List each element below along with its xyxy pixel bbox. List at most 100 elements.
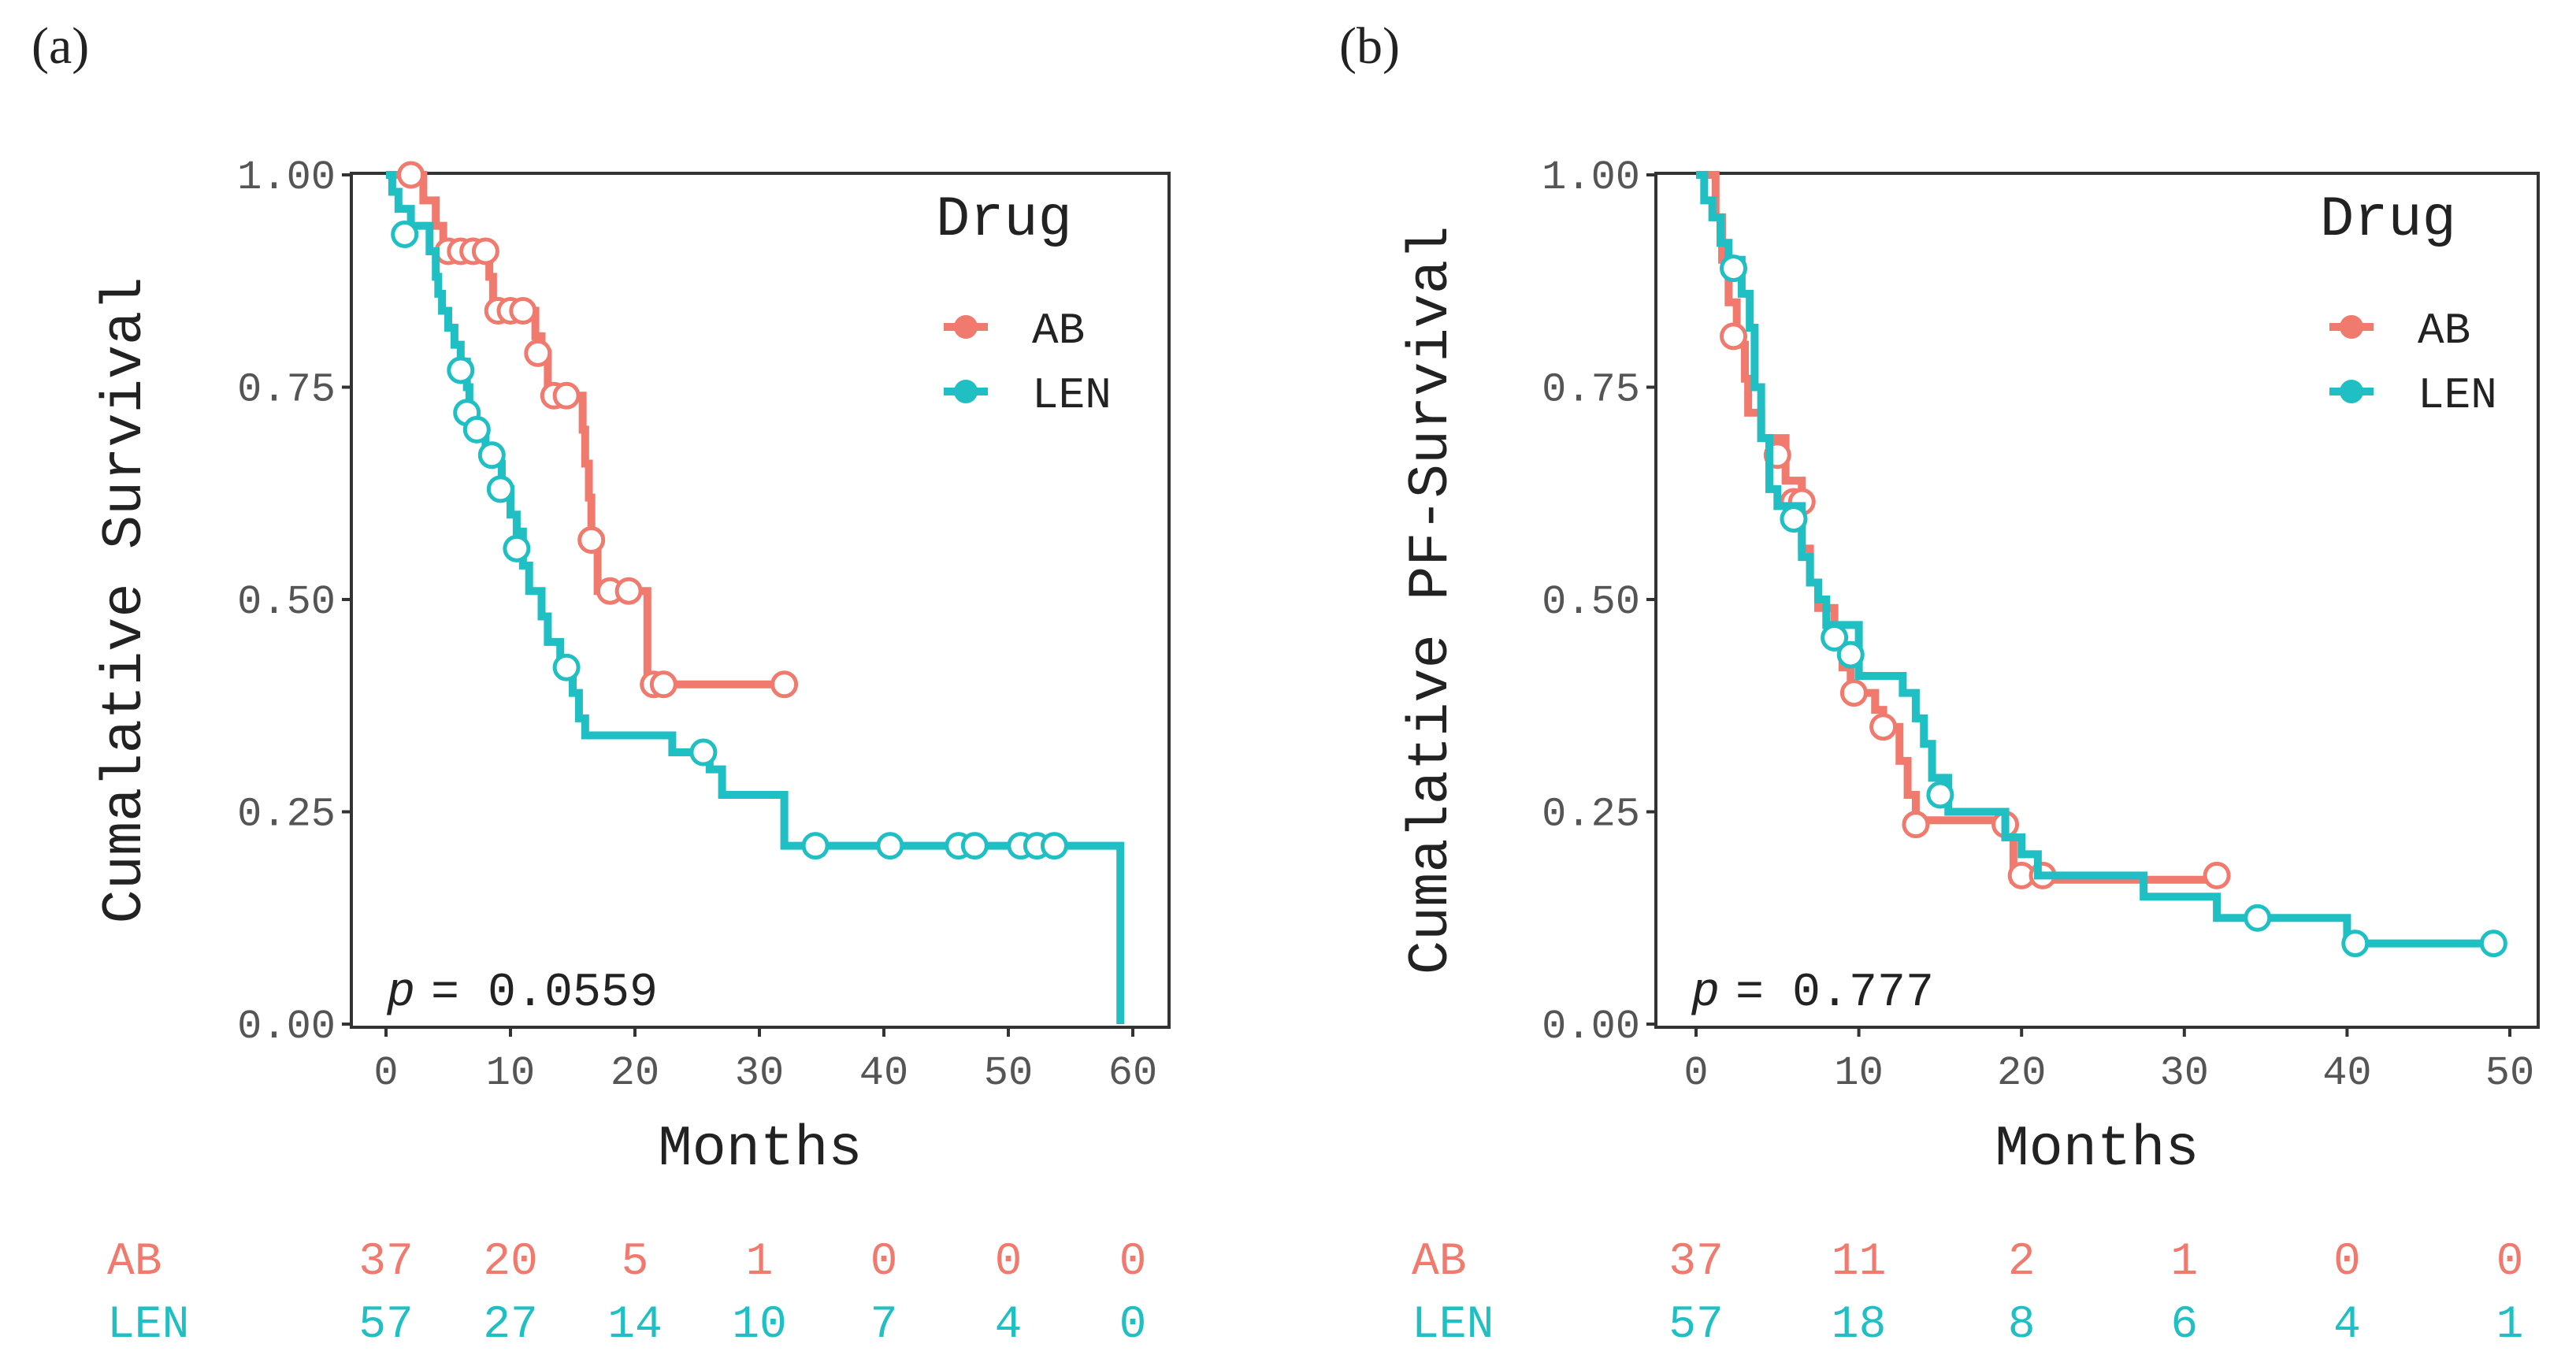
x-tick-label: 50 bbox=[984, 1050, 1033, 1097]
risk-table-count: 20 bbox=[483, 1237, 538, 1288]
censor-mark-ab bbox=[649, 670, 677, 699]
risk-table-row-label: AB bbox=[1412, 1237, 1467, 1288]
censor-mark-ab bbox=[509, 296, 537, 325]
risk-table-count: 2 bbox=[2008, 1237, 2036, 1288]
censor-mark-len bbox=[960, 832, 989, 860]
y-tick-label: 1.00 bbox=[1542, 154, 1640, 201]
risk-table-count: 4 bbox=[995, 1300, 1023, 1351]
risk-table-count: 27 bbox=[483, 1300, 538, 1351]
y-tick-label: 1.00 bbox=[237, 154, 336, 201]
panel-label: (b) bbox=[1339, 17, 1400, 75]
risk-table-count: 5 bbox=[622, 1237, 649, 1288]
censor-mark-ab bbox=[471, 237, 499, 265]
risk-table-count: 37 bbox=[358, 1237, 414, 1288]
risk-table-count: 0 bbox=[995, 1237, 1023, 1288]
x-tick-label: 30 bbox=[2160, 1050, 2209, 1097]
risk-table-row-label: LEN bbox=[107, 1300, 189, 1351]
panel-b: (b)0.000.250.500.751.000 10 20 30 40 50Months… bbox=[1339, 17, 2540, 1351]
legend-entry-label: AB bbox=[2418, 306, 2470, 356]
y-tick-label: 0.75 bbox=[237, 367, 336, 414]
censor-mark-len bbox=[876, 832, 904, 860]
censor-mark-len bbox=[2341, 930, 2370, 958]
censor-mark-len bbox=[1040, 832, 1068, 860]
legend-key-dot bbox=[954, 380, 978, 403]
y-axis-title: Cumalative PF-Survival bbox=[1399, 226, 1464, 975]
y-tick-label: 0.25 bbox=[1542, 792, 1640, 838]
plot-frame bbox=[1654, 172, 2540, 1029]
risk-table-count: 0 bbox=[2333, 1237, 2361, 1288]
censor-mark-ab bbox=[524, 339, 552, 367]
censor-mark-len bbox=[1836, 640, 1865, 669]
legend-entry-label: AB bbox=[1032, 306, 1085, 356]
censor-mark-len bbox=[447, 356, 475, 384]
censor-mark-len bbox=[462, 415, 491, 444]
x-tick-label: 10 bbox=[1834, 1050, 1883, 1097]
censor-mark-ab bbox=[552, 381, 581, 410]
y-tick-label: 0.50 bbox=[1542, 579, 1640, 625]
x-tick-label: 30 bbox=[735, 1050, 784, 1097]
risk-table-count: 11 bbox=[1832, 1237, 1887, 1288]
risk-table-count: 0 bbox=[1119, 1300, 1147, 1351]
censor-mark-ab bbox=[1720, 322, 1748, 351]
risk-table-row-label: LEN bbox=[1412, 1300, 1494, 1351]
risk-table-count: 18 bbox=[1832, 1300, 1887, 1351]
risk-table-row-label: AB bbox=[107, 1237, 162, 1288]
risk-table-count: 57 bbox=[1668, 1300, 1724, 1351]
legend-entry-label: LEN bbox=[2418, 370, 2497, 421]
risk-table-count: 1 bbox=[746, 1237, 774, 1288]
censor-mark-ab bbox=[1839, 679, 1868, 707]
p-value-label: p bbox=[1691, 967, 1720, 1020]
y-tick-label: 0.50 bbox=[237, 579, 336, 625]
censor-mark-len bbox=[1720, 254, 1748, 283]
legend-key-dot bbox=[2340, 315, 2363, 339]
censor-mark-ab bbox=[397, 161, 425, 189]
risk-table-count: 8 bbox=[2008, 1300, 2036, 1351]
censor-mark-len bbox=[1780, 505, 1808, 533]
censor-mark-ab bbox=[770, 670, 799, 699]
survival-curve-len bbox=[1696, 171, 2494, 948]
risk-table-count: 14 bbox=[607, 1300, 663, 1351]
censor-mark-len bbox=[689, 738, 718, 767]
p-value: p = 0.0559 bbox=[386, 967, 658, 1020]
legend-entry-label: LEN bbox=[1032, 370, 1112, 421]
p-value-text: = 0.0559 bbox=[431, 967, 658, 1020]
censor-mark-ab bbox=[1902, 811, 1930, 839]
censor-mark-len bbox=[477, 441, 506, 470]
p-value: p = 0.777 bbox=[1691, 967, 1934, 1020]
x-tick-label: 50 bbox=[2485, 1050, 2534, 1097]
legend-title: Drug bbox=[2320, 187, 2456, 252]
x-axis-title: Months bbox=[658, 1117, 862, 1182]
censor-mark-len bbox=[1926, 781, 1954, 809]
survival-curve-ab bbox=[1696, 171, 2218, 884]
censor-mark-len bbox=[1821, 624, 1849, 652]
risk-table-count: 0 bbox=[1119, 1237, 1147, 1288]
censor-mark-ab bbox=[2203, 861, 2231, 889]
x-tick-label: 0 bbox=[373, 1050, 398, 1097]
legend-key-dot bbox=[954, 315, 978, 339]
x-tick-label: 40 bbox=[859, 1050, 908, 1097]
censor-mark-ab bbox=[577, 526, 606, 555]
y-tick-label: 0.00 bbox=[237, 1004, 336, 1050]
legend-key-dot bbox=[2340, 380, 2363, 403]
y-tick-label: 0.25 bbox=[237, 792, 336, 838]
x-tick-label: 20 bbox=[1997, 1050, 2046, 1097]
censor-mark-len bbox=[503, 534, 531, 562]
risk-table-count: 57 bbox=[358, 1300, 414, 1351]
risk-table-count: 1 bbox=[2170, 1237, 2198, 1288]
y-tick-label: 0.00 bbox=[1542, 1004, 1640, 1050]
x-tick-label: 10 bbox=[486, 1050, 535, 1097]
risk-table-count: 0 bbox=[2496, 1237, 2524, 1288]
legend-title: Drug bbox=[936, 187, 1072, 252]
censor-mark-len bbox=[2479, 930, 2507, 958]
x-axis-title: Months bbox=[1995, 1117, 2199, 1182]
risk-table-count: 1 bbox=[2496, 1300, 2524, 1351]
censor-mark-len bbox=[801, 832, 830, 860]
censor-mark-len bbox=[2244, 904, 2272, 932]
plot-frame bbox=[350, 172, 1171, 1029]
panel-a: (a)0.000.250.500.751.000 10 20 30 40 50 60Mont… bbox=[32, 17, 1171, 1351]
censor-mark-len bbox=[391, 220, 419, 248]
risk-table-count: 6 bbox=[2170, 1300, 2198, 1351]
censor-mark-len bbox=[486, 475, 514, 503]
risk-table-count: 4 bbox=[2333, 1300, 2361, 1351]
